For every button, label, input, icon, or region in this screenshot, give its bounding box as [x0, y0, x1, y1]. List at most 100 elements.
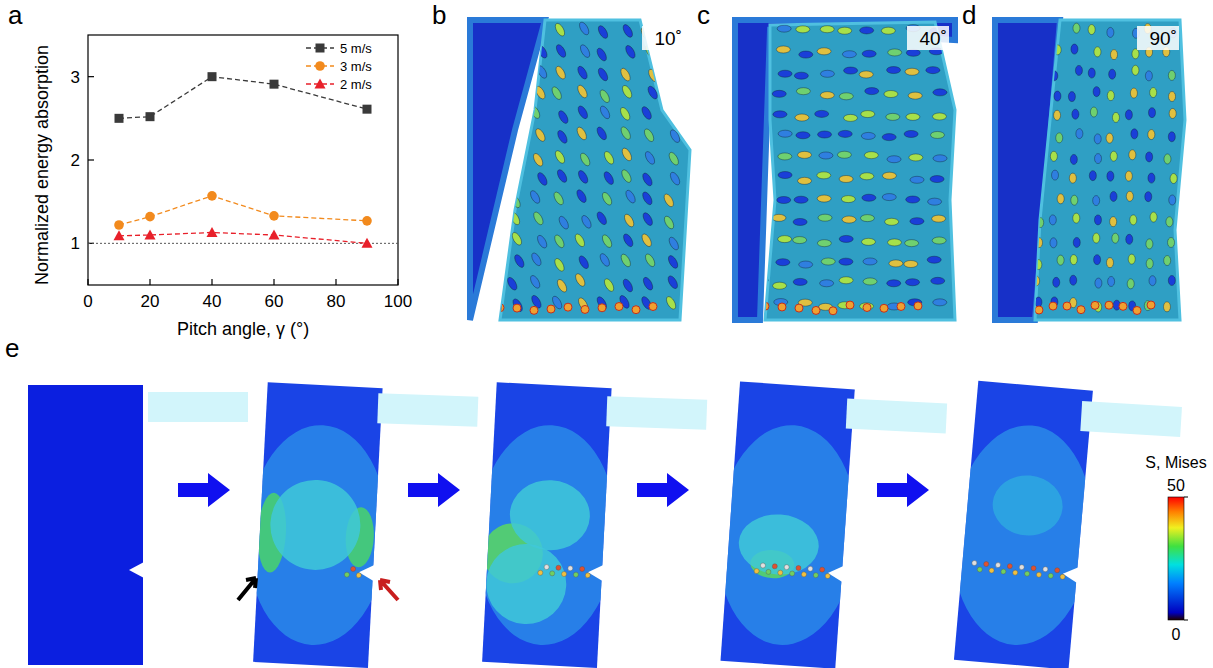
- fiber: [1163, 302, 1170, 312]
- fiber: [778, 153, 792, 160]
- fiber: [620, 168, 633, 184]
- fiber: [557, 109, 570, 125]
- fiber: [577, 169, 590, 185]
- fiber: [487, 24, 500, 40]
- fiber: [1128, 254, 1135, 264]
- fiber-end: [513, 304, 521, 312]
- plot-frame: [88, 35, 398, 285]
- fiber: [662, 87, 675, 103]
- fiber: [1032, 195, 1039, 205]
- fracture-panel: [995, 20, 1185, 320]
- fiber: [529, 189, 542, 205]
- panel-label: b: [432, 0, 446, 30]
- fiber: [1150, 88, 1157, 98]
- fiber: [799, 51, 813, 58]
- fiber: [1169, 195, 1176, 205]
- fiber: [553, 234, 566, 250]
- fiber: [1070, 255, 1077, 265]
- fiber: [1146, 259, 1153, 269]
- fiber: [1038, 89, 1045, 99]
- x-tick-label: 60: [265, 292, 284, 311]
- fiber: [536, 64, 549, 80]
- fiber-end: [829, 307, 837, 315]
- fiber: [576, 84, 589, 100]
- crack-fiber: [1019, 564, 1024, 569]
- fiber-end: [795, 304, 803, 312]
- fiber: [1164, 154, 1171, 164]
- fiber: [931, 277, 945, 284]
- fiber: [603, 277, 616, 293]
- fiber: [906, 49, 920, 56]
- legend-label: 2 m/s: [340, 77, 372, 92]
- fiber: [1112, 112, 1119, 122]
- fiber: [882, 134, 896, 141]
- fiber: [509, 194, 522, 210]
- fiber: [1168, 70, 1175, 80]
- fiber: [1130, 215, 1137, 225]
- crack-fiber: [1007, 563, 1012, 568]
- fiber: [1015, 27, 1022, 37]
- fiber: [619, 106, 632, 122]
- fiber-end: [598, 304, 606, 312]
- data-point: [207, 227, 218, 237]
- fiber: [553, 149, 566, 165]
- fiber: [1130, 88, 1137, 98]
- fiber: [1069, 173, 1076, 183]
- fiber-end: [1105, 301, 1113, 309]
- colorbar-title: S, Mises: [1145, 454, 1206, 471]
- fiber: [489, 109, 502, 125]
- fiber: [777, 25, 791, 32]
- fiber: [887, 156, 901, 163]
- fiber: [619, 253, 632, 269]
- y-tick-label: 3: [71, 68, 80, 87]
- crack-fiber: [760, 563, 765, 568]
- crack-fiber: [1054, 568, 1059, 573]
- fiber: [508, 211, 521, 227]
- fiber: [577, 254, 590, 270]
- fiber: [484, 212, 497, 228]
- fiber: [817, 48, 831, 55]
- fiber: [778, 236, 792, 243]
- fiber: [555, 278, 568, 294]
- series-line: [119, 196, 367, 225]
- fiber-end: [1091, 301, 1099, 309]
- crack-fiber: [989, 568, 994, 573]
- fiber: [1050, 27, 1057, 37]
- fiber: [534, 127, 547, 143]
- fiber-end: [615, 303, 623, 311]
- fiber: [1125, 110, 1132, 120]
- crack-fiber: [580, 566, 585, 571]
- fiber: [575, 188, 588, 204]
- stress-zone: [990, 473, 1065, 539]
- fiber: [529, 274, 542, 290]
- stress-zone: [954, 419, 1093, 650]
- fiber: [1111, 50, 1118, 60]
- fiber-end: [547, 305, 555, 313]
- fiber: [772, 214, 786, 221]
- fiber: [620, 147, 633, 163]
- fiber: [1093, 233, 1100, 243]
- fiber: [842, 51, 856, 58]
- fiber: [624, 189, 637, 205]
- fiber: [798, 151, 812, 158]
- fiber: [507, 86, 520, 102]
- fiber-end: [632, 306, 640, 314]
- series-line: [119, 77, 367, 119]
- fiber: [643, 127, 656, 143]
- fiber: [1088, 25, 1095, 35]
- fiber: [506, 130, 519, 146]
- fiber: [1106, 258, 1113, 268]
- x-axis-title: Pitch angle, γ (°): [177, 319, 309, 339]
- fiber: [817, 172, 831, 179]
- crack-fiber: [356, 573, 361, 578]
- fiber: [601, 191, 614, 207]
- fiber: [483, 275, 496, 291]
- fiber: [865, 88, 879, 95]
- step-arrow: [408, 473, 460, 507]
- fiber: [1073, 237, 1080, 247]
- fiber: [776, 46, 790, 53]
- fiber: [595, 210, 608, 226]
- crack-fiber: [808, 566, 813, 571]
- fiber: [860, 215, 874, 222]
- fiber-end: [812, 306, 820, 314]
